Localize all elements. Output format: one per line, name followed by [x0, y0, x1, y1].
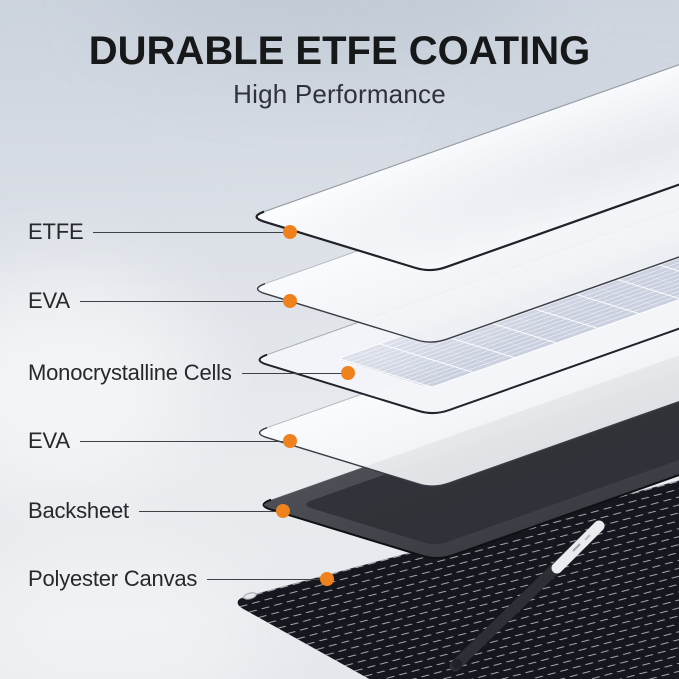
backsheet-dark-edge	[256, 271, 679, 560]
layer-label: EVA	[28, 428, 70, 453]
layer-label: Monocrystalline Cells	[28, 360, 232, 385]
eva-face	[260, 202, 679, 486]
backsheet-inner	[306, 287, 679, 545]
leader-line	[207, 578, 320, 580]
page-title: DURABLE ETFE COATING	[88, 29, 591, 73]
layer-marker-dot	[341, 366, 355, 380]
eva-dark-edge	[250, 55, 679, 344]
layer-label-row-polyester-canvas: Polyester Canvas	[28, 564, 334, 594]
leader-line	[79, 440, 283, 442]
etfe-light-edge	[264, 0, 679, 212]
leader-line	[79, 300, 283, 302]
cells-dark-edge	[252, 126, 679, 415]
layer-label: ETFE	[28, 219, 84, 244]
layer-label: Polyester Canvas	[28, 566, 198, 591]
layer-label-row-etfe: ETFE	[28, 217, 297, 247]
page-subtitle: High Performance	[233, 79, 446, 109]
etfe-face	[257, 0, 679, 270]
layer-marker-dot	[283, 294, 297, 308]
leader-line	[138, 510, 276, 512]
leader-line	[241, 372, 341, 374]
layer-label: Backsheet	[28, 498, 129, 523]
layer-marker-dot	[283, 225, 297, 239]
header: DURABLE ETFE COATING High Performance	[0, 30, 679, 110]
layer-label-row-eva-upper: EVA	[28, 286, 297, 316]
layer-label-row-eva-lower: EVA	[28, 426, 297, 456]
etfe-dark-edge	[249, 0, 679, 273]
cells-grid-sheen	[340, 147, 679, 387]
leader-line	[93, 231, 283, 233]
layer-label-row-monocrystalline-cells: Monocrystalline Cells	[28, 358, 355, 388]
eva-face	[258, 58, 679, 342]
layer-marker-dot	[320, 572, 334, 586]
canvas-stitching	[237, 412, 679, 679]
layer-label-row-backsheet: Backsheet	[28, 496, 290, 526]
support-pole	[449, 520, 605, 672]
canvas-grommet	[243, 592, 257, 600]
layer-marker-dot	[276, 504, 290, 518]
layer-label: EVA	[28, 288, 70, 313]
layer-panel-etfe	[249, 0, 679, 273]
layer-marker-dot	[283, 434, 297, 448]
eva-dark-edge	[252, 199, 679, 488]
